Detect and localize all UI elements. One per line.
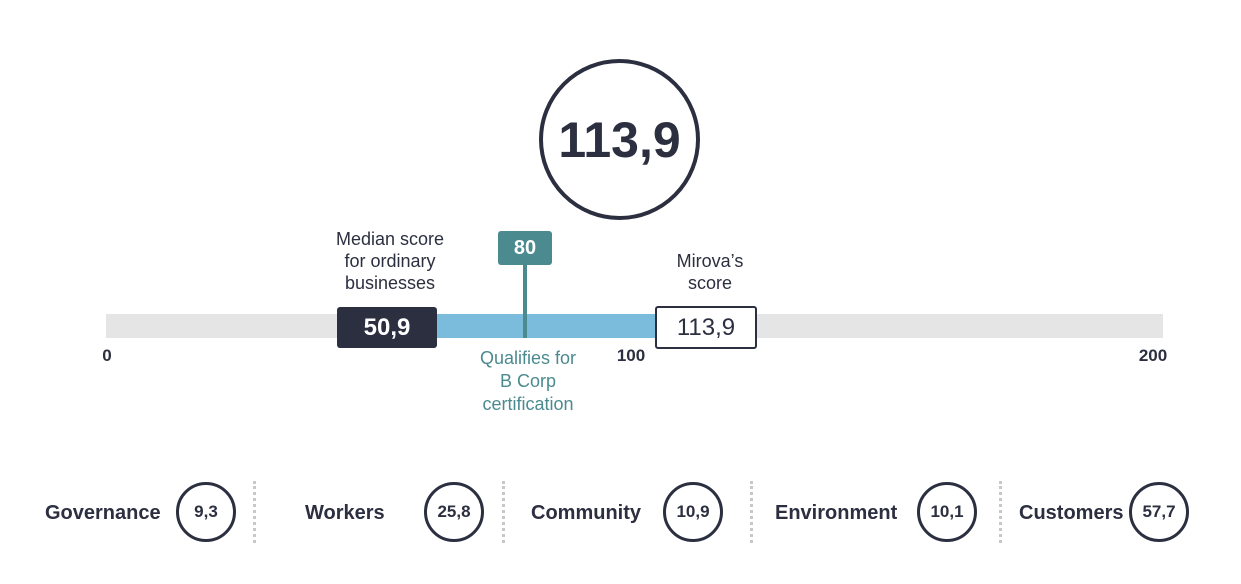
category-score-environment: 10,1: [917, 482, 977, 542]
category-divider: [999, 481, 1002, 543]
category-value-community: 10,9: [676, 502, 710, 521]
median-caption-line-1: Median score: [335, 229, 445, 249]
median-caption: Median score for ordinary businesses: [320, 228, 460, 294]
threshold-marker: 80: [498, 231, 552, 265]
median-value: 50,9: [363, 313, 411, 341]
median-marker: 50,9: [337, 307, 437, 348]
category-score-customers: 57,7: [1129, 482, 1189, 542]
threshold-value: 80: [513, 236, 537, 259]
category-divider: [750, 481, 753, 543]
category-label-community: Community: [531, 502, 641, 524]
mirova-caption-line-1: Mirova’s: [676, 251, 744, 271]
mirova-caption: Mirova’s score: [640, 250, 780, 294]
tick-label-200: 200: [1138, 346, 1168, 365]
mirova-value: 113,9: [676, 313, 736, 341]
category-divider: [253, 481, 256, 543]
total-score-circle: 113,9: [539, 59, 700, 220]
category-label-environment: Environment: [775, 502, 898, 524]
tick-label-0: 0: [102, 346, 112, 365]
total-score-value: 113,9: [558, 111, 681, 168]
median-caption-line-2: for ordinary: [344, 251, 436, 271]
category-score-workers: 25,8: [424, 482, 484, 542]
category-divider: [502, 481, 505, 543]
threshold-caption-line-2: B Corp: [499, 371, 557, 391]
threshold-caption: Qualifies for B Corp certification: [458, 347, 598, 416]
category-score-governance: 9,3: [176, 482, 236, 542]
threshold-caption-line-1: Qualifies for: [479, 348, 577, 368]
median-caption-line-3: businesses: [344, 273, 436, 293]
tick-label-100: 100: [616, 346, 646, 365]
mirova-marker: 113,9: [655, 306, 757, 349]
category-label-customers: Customers: [1019, 502, 1124, 524]
category-value-environment: 10,1: [930, 502, 964, 521]
threshold-caption-line-3: certification: [482, 394, 574, 414]
category-value-governance: 9,3: [194, 502, 218, 521]
mirova-caption-line-2: score: [687, 273, 732, 293]
threshold-marker-line: [523, 264, 527, 338]
category-label-governance: Governance: [45, 502, 161, 524]
category-value-customers: 57,7: [1142, 502, 1176, 521]
category-label-workers: Workers: [305, 502, 385, 524]
category-value-workers: 25,8: [437, 502, 471, 521]
category-score-community: 10,9: [663, 482, 723, 542]
